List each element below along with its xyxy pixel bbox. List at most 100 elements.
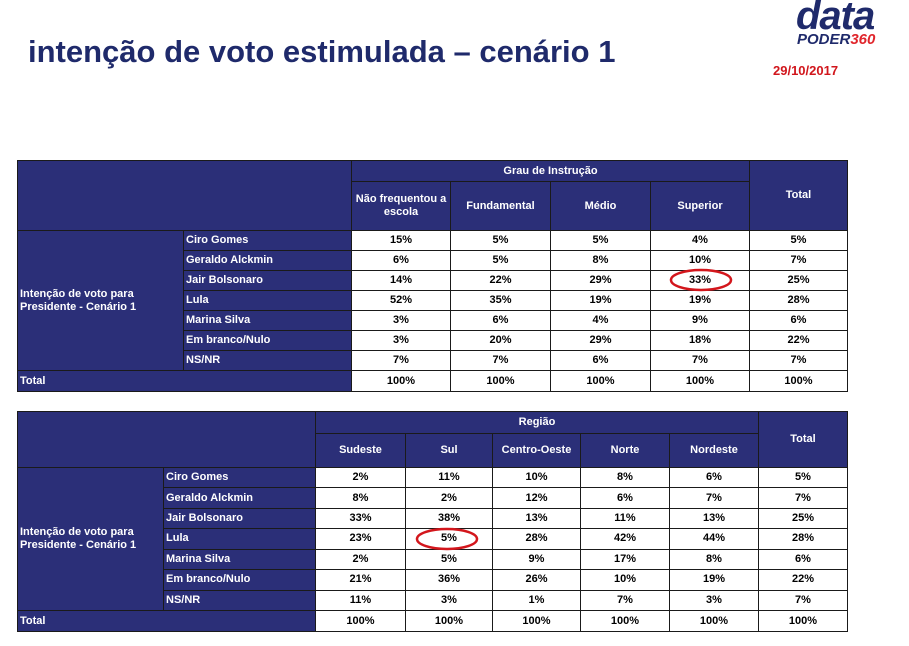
row-group-label: Intenção de voto para Presidente - Cenár… [17,467,164,611]
data-cell: 35% [450,290,551,311]
data-cell: 10% [580,569,670,591]
data-cell: 7% [580,589,670,611]
data-cell: 8% [550,250,651,271]
data-cell: 6% [550,350,651,371]
row-label: Em branco/Nulo [163,569,316,591]
data-cell: 28% [492,528,581,550]
column-header: Norte [580,433,670,468]
data-cell: 3% [351,330,451,351]
total-row-label: Total [17,370,352,392]
row-label: Jair Bolsonaro [163,507,316,530]
data-cell: 8% [580,467,670,489]
data-cell: 4% [650,230,750,251]
data-cell: 28% [758,528,848,550]
total-cell: 100% [669,610,759,632]
total-cell: 100% [315,610,406,632]
data-cell: 3% [405,589,493,611]
row-label: Geraldo Alckmin [183,250,352,271]
data-cell: 36% [405,569,493,591]
data-cell: 11% [405,467,493,489]
date: 29/10/2017 [773,63,839,78]
data-cell: 6% [758,548,848,571]
total-cell: 100% [550,370,651,392]
total-cell: 100% [580,610,670,632]
data-cell: 7% [669,487,759,509]
data-cell: 18% [650,330,750,351]
total-header: Total [749,160,848,231]
data-cell: 52% [351,290,451,311]
data-cell: 38% [405,507,493,530]
data-cell: 11% [315,589,406,611]
data-cell: 7% [758,589,848,611]
data-cell: 22% [758,569,848,591]
data-cell: 4% [550,310,651,331]
data-cell: 33% [650,270,750,291]
data-cell: 3% [351,310,451,331]
data-cell: 2% [405,487,493,509]
data-cell: 7% [650,350,750,371]
data-cell: 20% [450,330,551,351]
data-cell: 12% [492,487,581,509]
header-corner [17,411,316,468]
data-cell: 22% [749,330,848,351]
row-label: Marina Silva [183,310,352,331]
data-cell: 25% [758,507,848,530]
data-cell: 19% [669,569,759,591]
data-cell: 33% [315,507,406,530]
column-header: Médio [550,181,651,231]
column-header: Nordeste [669,433,759,468]
data-cell: 9% [492,548,581,571]
total-cell: 100% [492,610,581,632]
row-label: NS/NR [163,589,316,611]
data-cell: 3% [669,589,759,611]
data-cell: 28% [749,290,848,311]
total-cell: 100% [749,370,848,392]
data-cell: 9% [650,310,750,331]
data-cell: 1% [492,589,581,611]
data-cell: 15% [351,230,451,251]
data-cell: 6% [351,250,451,271]
total-row-label: Total [17,610,316,632]
row-label: Ciro Gomes [183,230,352,251]
data-cell: 22% [450,270,551,291]
data-cell: 5% [450,250,551,271]
row-label: Marina Silva [163,548,316,571]
slide-title: intenção de voto estimulada – cenário 1 [28,34,616,69]
total-cell: 100% [758,610,848,632]
data-cell: 11% [580,507,670,530]
column-header: Superior [650,181,750,231]
column-header: Sudeste [315,433,406,468]
data-cell: 13% [492,507,581,530]
data-cell: 6% [669,467,759,489]
data-cell: 7% [351,350,451,371]
data-cell: 6% [450,310,551,331]
logo-text: PODER [797,31,851,48]
column-header: Não frequentou a escola [351,181,451,231]
data-cell: 19% [650,290,750,311]
total-cell: 100% [450,370,551,392]
total-cell: 100% [405,610,493,632]
data-cell: 10% [492,467,581,489]
group-header: Região [315,411,759,434]
data-cell: 23% [315,528,406,550]
row-label: Ciro Gomes [163,467,316,489]
data-cell: 17% [580,548,670,571]
column-header: Fundamental [450,181,551,231]
data-cell: 42% [580,528,670,550]
column-header: Centro-Oeste [492,433,581,468]
data-cell: 13% [669,507,759,530]
row-label: NS/NR [183,350,352,371]
data-cell: 26% [492,569,581,591]
data-cell: 7% [749,350,848,371]
total-header: Total [758,411,848,468]
column-header: Sul [405,433,493,468]
row-group-label: Intenção de voto para Presidente - Cenár… [17,230,184,371]
logo-number: 360 [850,31,876,48]
data-cell: 8% [669,548,759,571]
row-label: Em branco/Nulo [183,330,352,351]
group-header: Grau de Instrução [351,160,750,182]
data-cell: 25% [749,270,848,291]
row-label: Jair Bolsonaro [183,270,352,291]
data-cell: 29% [550,330,651,351]
